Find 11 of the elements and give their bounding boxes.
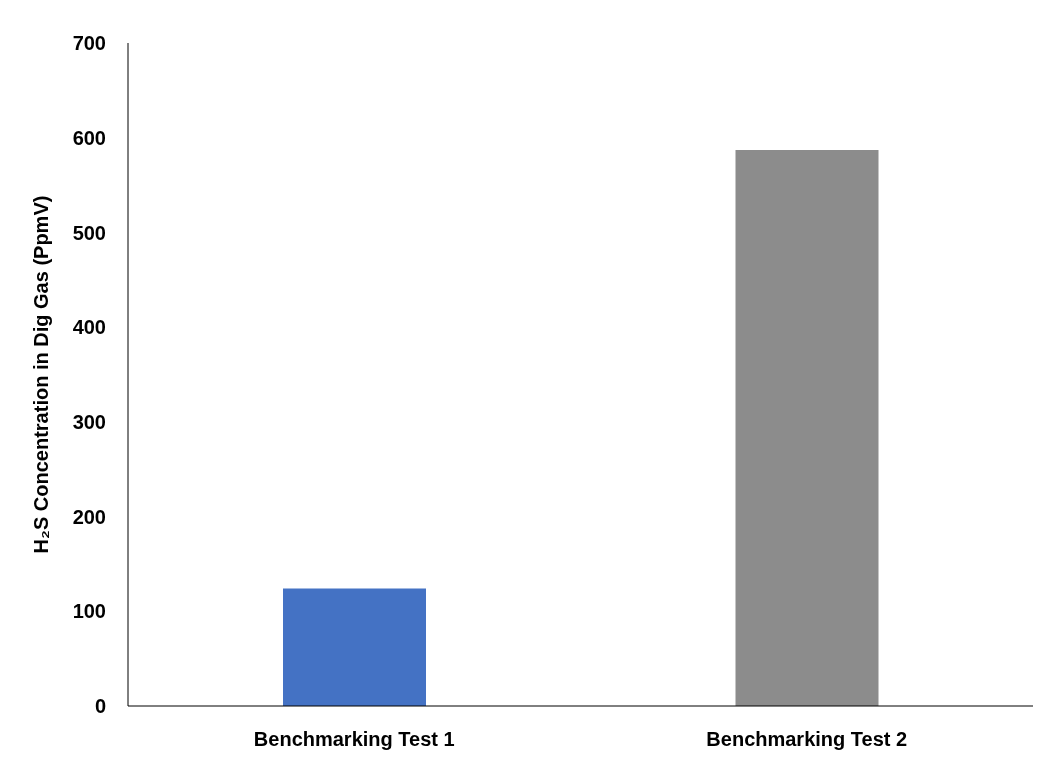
x-tick-label: Benchmarking Test 1 [253, 728, 455, 751]
y-tick-label: 200 [72, 505, 106, 528]
y-tick-label: 700 [72, 32, 106, 55]
y-tick-label: 600 [72, 126, 106, 149]
y-tick-label: 400 [72, 316, 106, 339]
y-tick-label: 0 [94, 695, 106, 718]
y-tick-label: 300 [72, 410, 106, 433]
y-axis-title: H₂S Concentration in Dig Gas (PpmV) [30, 195, 53, 554]
x-tick-label: Benchmarking Test 2 [706, 728, 908, 751]
y-tick-label: 500 [72, 221, 106, 244]
y-tick-label: 100 [72, 600, 106, 623]
